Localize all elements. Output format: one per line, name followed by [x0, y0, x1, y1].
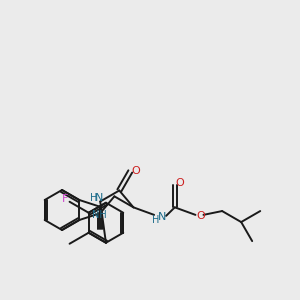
- Text: N: N: [95, 194, 103, 203]
- Text: N: N: [158, 212, 166, 222]
- Text: H: H: [90, 194, 97, 203]
- Text: NH: NH: [92, 210, 106, 220]
- Text: H: H: [152, 215, 160, 225]
- Text: O: O: [131, 167, 140, 176]
- Text: O: O: [176, 178, 184, 188]
- Text: F: F: [61, 194, 68, 204]
- Text: O: O: [196, 211, 205, 221]
